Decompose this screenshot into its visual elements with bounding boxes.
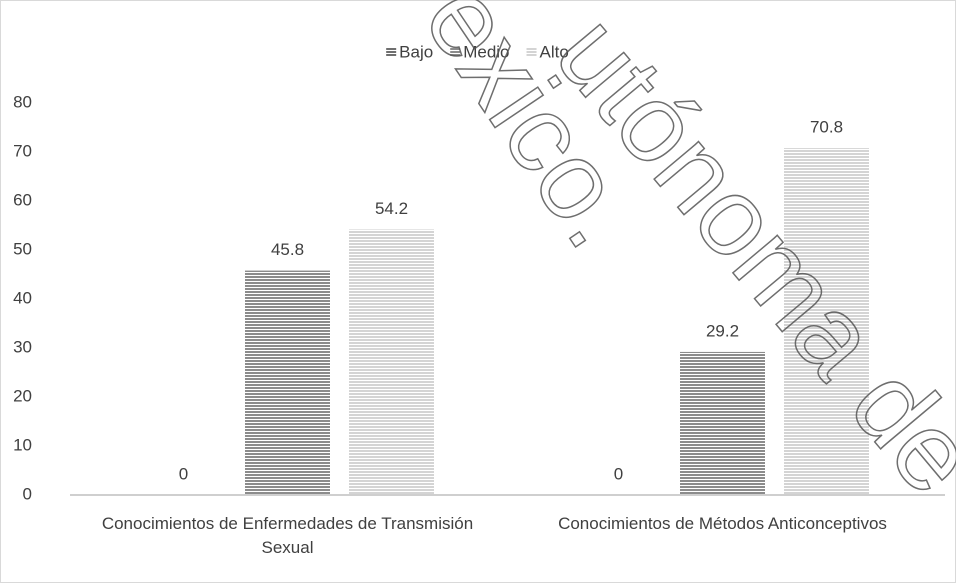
legend-swatch bbox=[450, 47, 461, 57]
y-tick-label: 10 bbox=[13, 435, 32, 454]
bar bbox=[680, 351, 765, 495]
y-tick-label: 50 bbox=[13, 239, 32, 258]
legend-label: Alto bbox=[540, 42, 569, 61]
value-label: 0 bbox=[179, 464, 188, 483]
bar bbox=[245, 270, 330, 495]
y-tick-label: 0 bbox=[23, 484, 32, 503]
value-label: 29.2 bbox=[706, 321, 739, 340]
legend-swatch bbox=[526, 47, 537, 57]
x-tick-label: Conocimientos de Métodos Anticonceptivos bbox=[558, 514, 887, 533]
legend-label: Medio bbox=[463, 42, 509, 61]
x-tick-label: Conocimientos de Enfermedades de Transmi… bbox=[101, 514, 474, 557]
y-tick-label: 70 bbox=[13, 141, 32, 160]
bar bbox=[349, 229, 434, 496]
legend-swatch bbox=[386, 47, 397, 57]
bar bbox=[784, 148, 869, 495]
y-tick-label: 80 bbox=[13, 92, 32, 111]
value-label: 54.2 bbox=[375, 199, 408, 218]
legend-label: Bajo bbox=[399, 42, 433, 61]
value-label: 45.8 bbox=[271, 240, 304, 259]
y-tick-label: 20 bbox=[13, 386, 32, 405]
value-label: 70.8 bbox=[810, 118, 843, 137]
y-tick-label: 40 bbox=[13, 288, 32, 307]
value-label: 0 bbox=[614, 464, 623, 483]
y-tick-label: 60 bbox=[13, 190, 32, 209]
y-tick-label: 30 bbox=[13, 337, 32, 356]
